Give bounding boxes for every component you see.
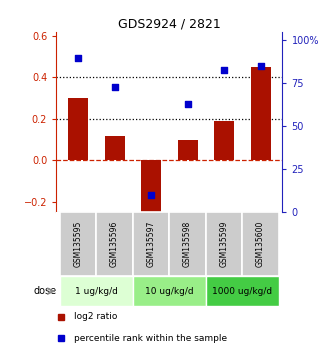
Text: 10 ug/kg/d: 10 ug/kg/d xyxy=(145,287,194,296)
Bar xyxy=(60,276,133,306)
Text: 1000 ug/kg/d: 1000 ug/kg/d xyxy=(212,287,273,296)
Bar xyxy=(206,276,279,306)
Bar xyxy=(96,212,133,276)
Text: GSM135599: GSM135599 xyxy=(220,221,229,267)
Bar xyxy=(178,140,198,160)
Text: GSM135595: GSM135595 xyxy=(74,221,82,267)
Point xyxy=(185,101,190,107)
Text: log2 ratio: log2 ratio xyxy=(74,312,118,321)
Text: GSM135598: GSM135598 xyxy=(183,221,192,267)
Point xyxy=(112,84,117,90)
Title: GDS2924 / 2821: GDS2924 / 2821 xyxy=(118,18,221,31)
Point xyxy=(149,192,154,198)
Text: GSM135596: GSM135596 xyxy=(110,221,119,267)
Bar xyxy=(206,212,242,276)
Bar xyxy=(68,98,88,160)
Bar xyxy=(133,212,169,276)
Text: GSM135600: GSM135600 xyxy=(256,221,265,267)
Point xyxy=(221,67,227,73)
Bar xyxy=(60,212,96,276)
Text: 1 ug/kg/d: 1 ug/kg/d xyxy=(75,287,118,296)
Bar xyxy=(105,136,125,160)
Text: dose: dose xyxy=(34,286,57,296)
Text: percentile rank within the sample: percentile rank within the sample xyxy=(74,333,227,343)
Bar xyxy=(133,276,206,306)
Bar xyxy=(251,67,271,160)
Bar xyxy=(141,160,161,212)
Bar xyxy=(169,212,206,276)
Text: GSM135597: GSM135597 xyxy=(147,221,156,267)
Point xyxy=(258,63,263,69)
Bar xyxy=(242,212,279,276)
Bar xyxy=(214,121,234,160)
Point xyxy=(75,55,81,61)
